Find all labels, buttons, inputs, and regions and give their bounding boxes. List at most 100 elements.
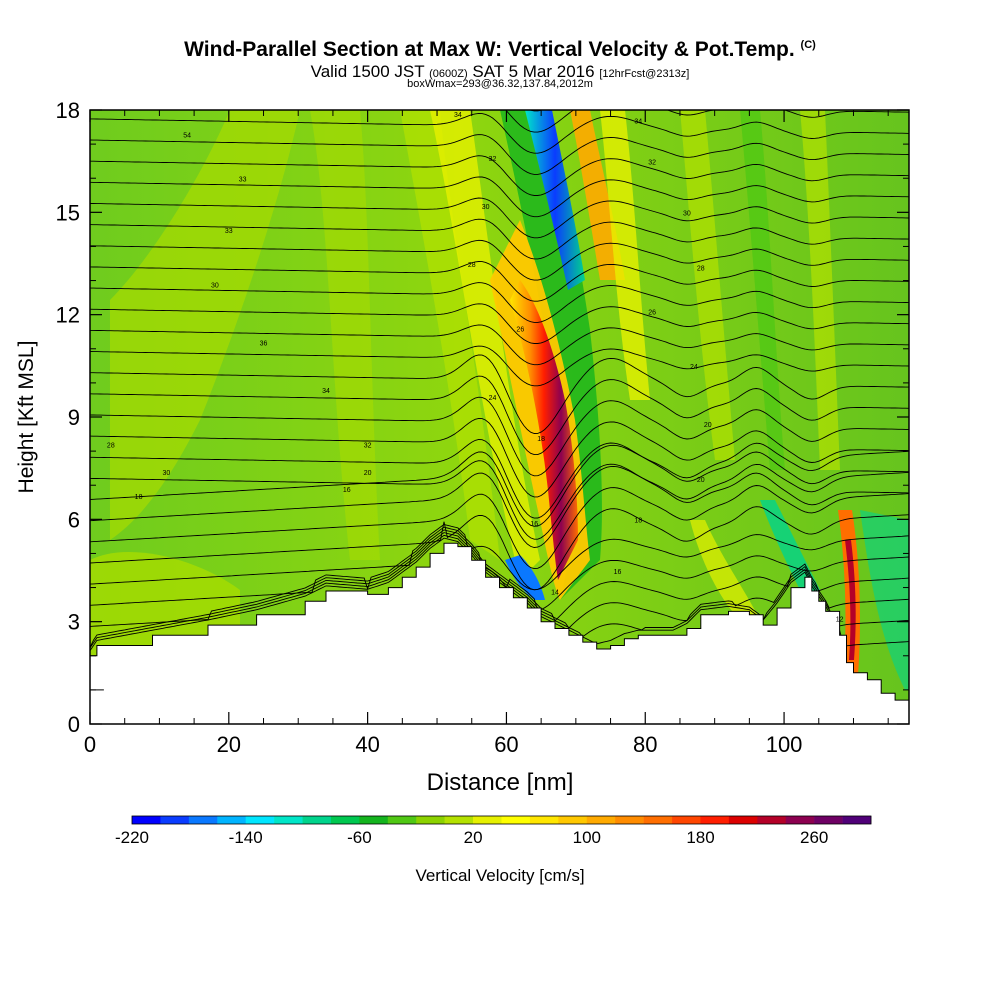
colorbar-swatch: [728, 816, 758, 824]
isentrope-line: [90, 375, 909, 456]
isentrope-label: 28: [697, 265, 705, 272]
isentrope-lines: [90, 110, 909, 651]
isentrope-label: 12: [836, 617, 844, 624]
isentrope-line: [90, 442, 909, 527]
y-tick-label: 3: [68, 610, 80, 635]
isentrope-label: 18: [537, 436, 545, 443]
isentrope-labels: 54 33 33 30 36 34 28 30 18 32 20 16 34 32 30 28 26 24 18 16…: [107, 112, 844, 624]
colorbar-swatch: [643, 816, 673, 824]
isentrope-label: 24: [489, 395, 497, 402]
field-band: [760, 500, 820, 600]
colorbar-tick-label: 180: [686, 828, 714, 847]
chart-title-suffix: (C): [800, 39, 816, 51]
y-tick-label: 0: [68, 712, 80, 737]
isentrope-label: 18: [135, 494, 143, 501]
y-tick-label: 9: [68, 405, 80, 430]
colorbar-swatch: [814, 816, 843, 824]
colorbar-tick-label: -60: [347, 828, 372, 847]
isentrope-label: 30: [211, 282, 219, 289]
isentrope-line: [90, 155, 909, 196]
colorbar-swatch: [473, 816, 502, 824]
y-axis-label: Height [Kft MSL]: [15, 341, 38, 494]
isentrope-line: [90, 303, 909, 344]
updraft-region: [570, 110, 625, 280]
colorbar-frame: [131, 815, 872, 825]
valid-prefix: Valid 1500 JST: [310, 62, 425, 81]
colorbar: -220 -140 -60 20 100 180 260: [115, 815, 872, 847]
isentrope-label: 34: [322, 388, 330, 395]
isentrope-label: 30: [683, 211, 691, 218]
colorbar-swatch: [501, 816, 531, 824]
isentrope-line: [90, 354, 909, 434]
x-tick-label: 40: [355, 732, 379, 757]
field-band: [90, 551, 240, 660]
isentrope-label: 26: [516, 327, 524, 334]
x-axis-label: Distance [nm]: [427, 769, 574, 796]
colorbar-swatch: [842, 816, 872, 824]
colorbar-swatch: [160, 816, 190, 824]
isentrope-label: 14: [551, 589, 559, 596]
terrain-mask: [90, 542, 909, 724]
colorbar-swatch: [217, 816, 246, 824]
isentrope-line: [90, 463, 909, 548]
colorbar-swatch: [529, 816, 559, 824]
y-tick-label: 6: [68, 507, 80, 532]
colorbar-swatch: [387, 816, 417, 824]
isentrope-line: [90, 197, 909, 239]
isentrope-line: [90, 261, 909, 302]
isentrope-line: [90, 460, 909, 540]
colorbar-tick-label: -140: [229, 828, 263, 847]
isentrope-line: [90, 506, 909, 591]
field-band: [690, 520, 760, 620]
isentrope-label: 32: [648, 160, 656, 167]
colorbar-swatch: [188, 816, 218, 824]
downdraft-core: [525, 110, 585, 290]
colorbar-swatch: [302, 816, 332, 824]
field-band: [400, 110, 500, 560]
isentrope-label: 28: [468, 262, 476, 269]
downdraft-core: [505, 555, 545, 600]
isentrope-line: [90, 417, 909, 498]
y-tick-label: 15: [56, 200, 80, 225]
isentrope-label: 24: [690, 364, 698, 371]
colorbar-tick-label: -220: [115, 828, 149, 847]
isentrope-label: 30: [482, 204, 490, 211]
isentrope-label: 32: [489, 156, 497, 163]
isentrope-label: 16: [530, 521, 538, 528]
x-tick-label: 0: [84, 732, 96, 757]
isentrope-label: 36: [260, 340, 268, 347]
isentrope-line: [90, 529, 909, 627]
valid-zulu: (0600Z): [429, 68, 468, 80]
colorbar-swatch: [132, 816, 161, 824]
isentrope-line: [90, 134, 909, 175]
colorbar-swatch: [444, 816, 474, 824]
isentrope-label: 20: [697, 477, 705, 484]
isentrope-label: 54: [183, 132, 191, 139]
valid-forecast: [12hrFcst@2313z]: [599, 68, 690, 80]
colorbar-label: Vertical Velocity [cm/s]: [415, 866, 584, 885]
plot-area: 54 33 33 30 36 34 28 30 18 32 20 16 34 32 30 28 26 24 18 16…: [90, 110, 909, 724]
x-tick-label: 60: [494, 732, 518, 757]
isentrope-line: [90, 396, 909, 477]
isentrope-label: 16: [614, 569, 622, 576]
field-band: [600, 110, 650, 400]
colorbar-swatch: [416, 816, 445, 824]
field-band: [860, 510, 909, 690]
isentrope-label: 33: [225, 228, 233, 235]
colorbar-tick-label: 260: [800, 828, 828, 847]
field-band: [740, 110, 785, 470]
colorbar-swatch: [757, 816, 787, 824]
isentrope-label: 26: [648, 310, 656, 317]
isentrope-line: [528, 110, 544, 112]
field-band: [800, 110, 840, 470]
isentrope-line: [90, 176, 909, 218]
colorbar-tick-label: 20: [464, 828, 483, 847]
isentrope-label: 16: [343, 487, 351, 494]
isentrope-line: [90, 324, 909, 366]
updraft-core: [845, 540, 856, 660]
colorbar-swatch: [586, 816, 616, 824]
isentrope-line: [90, 524, 909, 591]
isentrope-label: 34: [454, 112, 462, 119]
